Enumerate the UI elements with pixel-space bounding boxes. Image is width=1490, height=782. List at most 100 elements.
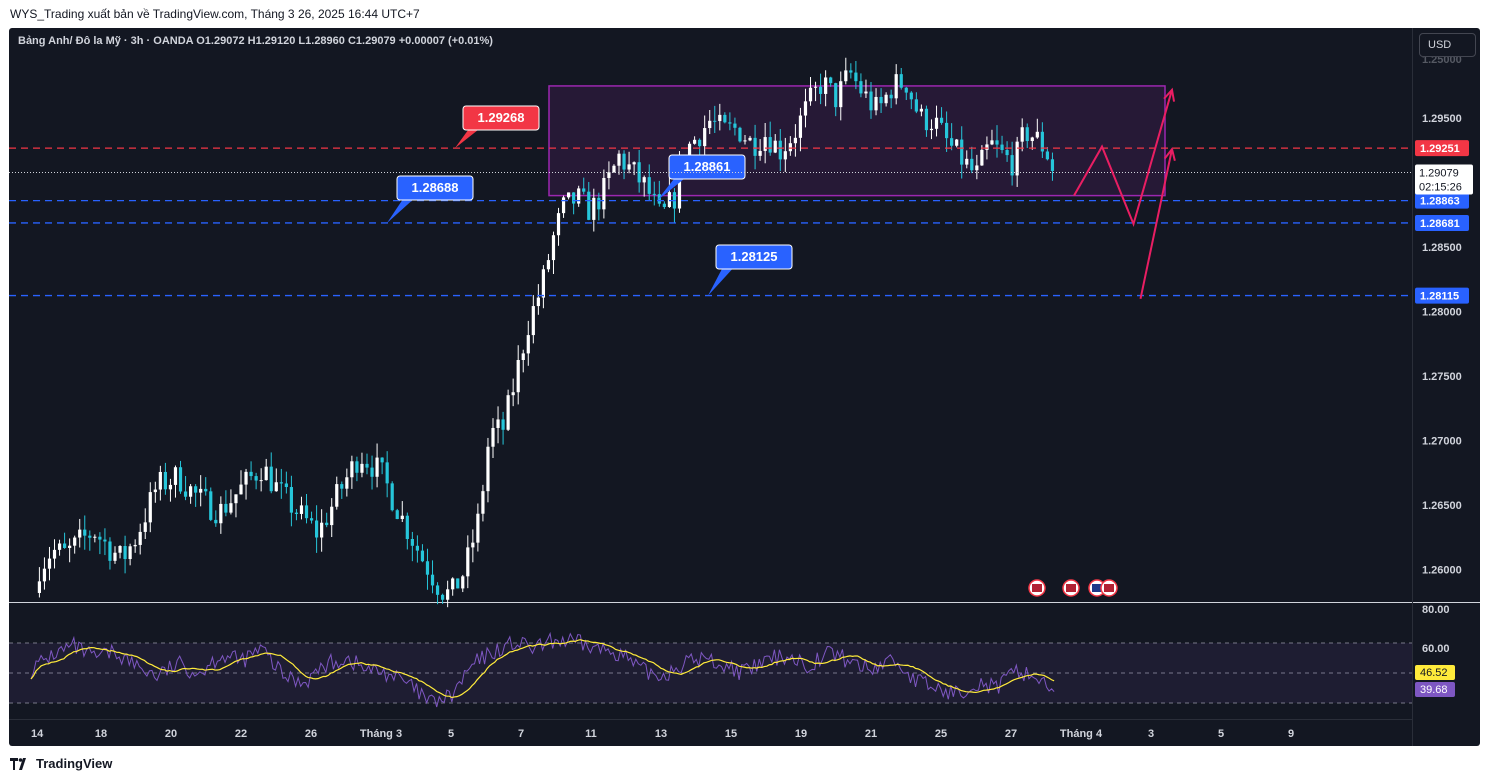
candle-body[interactable] bbox=[970, 158, 974, 171]
candle-body[interactable] bbox=[315, 520, 319, 538]
candle-body[interactable] bbox=[677, 165, 682, 209]
candle-body[interactable] bbox=[985, 144, 989, 150]
candle-body[interactable] bbox=[536, 297, 540, 307]
candle-body[interactable] bbox=[763, 137, 767, 151]
candle-body[interactable] bbox=[960, 139, 964, 165]
candle-body[interactable] bbox=[390, 483, 394, 511]
candle-body[interactable] bbox=[395, 510, 399, 520]
level-callout[interactable] bbox=[462, 105, 540, 131]
candle-body[interactable] bbox=[410, 538, 414, 546]
candle-body[interactable] bbox=[133, 544, 137, 547]
candle-body[interactable] bbox=[365, 463, 369, 468]
candle-body[interactable] bbox=[551, 235, 556, 261]
projection-path-second[interactable] bbox=[1139, 148, 1173, 300]
candle-body[interactable] bbox=[829, 77, 833, 84]
candle-body[interactable] bbox=[47, 558, 52, 569]
candle-body[interactable] bbox=[622, 153, 626, 170]
candle-body[interactable] bbox=[78, 529, 82, 538]
candle-body[interactable] bbox=[909, 92, 913, 100]
candle-body[interactable] bbox=[476, 513, 480, 543]
level-callout[interactable] bbox=[715, 244, 793, 270]
candle-body[interactable] bbox=[577, 188, 581, 204]
candle-body[interactable] bbox=[738, 127, 742, 142]
candle-body[interactable] bbox=[602, 177, 606, 210]
candle-body[interactable] bbox=[481, 491, 485, 514]
candle-body[interactable] bbox=[491, 427, 495, 447]
candle-body[interactable] bbox=[88, 535, 92, 538]
candle-body[interactable] bbox=[239, 484, 243, 495]
candle-body[interactable] bbox=[859, 81, 863, 94]
candle-body[interactable] bbox=[687, 143, 692, 164]
candle-body[interactable] bbox=[839, 81, 843, 108]
projection-path[interactable] bbox=[1073, 89, 1173, 228]
candle-body[interactable] bbox=[244, 471, 248, 485]
candle-body[interactable] bbox=[541, 269, 545, 298]
candle-body[interactable] bbox=[199, 488, 203, 493]
candle-body[interactable] bbox=[929, 128, 934, 131]
candle-body[interactable] bbox=[183, 491, 188, 497]
candle-body[interactable] bbox=[894, 74, 898, 99]
candle-body[interactable] bbox=[345, 477, 349, 489]
candle-body[interactable] bbox=[914, 99, 918, 112]
candle-body[interactable] bbox=[355, 461, 359, 473]
candle-body[interactable] bbox=[703, 128, 707, 147]
currency-button[interactable]: USD bbox=[1419, 33, 1476, 57]
candle-body[interactable] bbox=[93, 536, 97, 538]
candle-body[interactable] bbox=[68, 545, 72, 548]
candle-body[interactable] bbox=[370, 467, 374, 477]
candle-body[interactable] bbox=[567, 192, 571, 198]
candle-body[interactable] bbox=[304, 505, 309, 519]
candle-body[interactable] bbox=[945, 122, 949, 139]
candle-body[interactable] bbox=[400, 515, 404, 520]
candle-body[interactable] bbox=[556, 213, 561, 236]
candle-body[interactable] bbox=[1015, 141, 1019, 176]
candle-body[interactable] bbox=[385, 462, 389, 484]
candle-body[interactable] bbox=[168, 484, 173, 490]
candle-body[interactable] bbox=[325, 522, 329, 526]
candle-body[interactable] bbox=[189, 486, 193, 497]
candle-body[interactable] bbox=[108, 541, 112, 561]
candle-body[interactable] bbox=[138, 531, 142, 545]
candle-body[interactable] bbox=[904, 87, 908, 93]
candle-body[interactable] bbox=[83, 529, 87, 536]
candle-body[interactable] bbox=[259, 480, 263, 482]
candle-body[interactable] bbox=[214, 519, 218, 524]
candle-body[interactable] bbox=[279, 482, 283, 484]
candle-body[interactable] bbox=[42, 568, 47, 582]
candle-body[interactable] bbox=[430, 574, 435, 586]
candle-body[interactable] bbox=[1050, 159, 1055, 171]
candle-body[interactable] bbox=[173, 467, 178, 485]
candle-body[interactable] bbox=[798, 115, 803, 138]
candle-body[interactable] bbox=[219, 503, 223, 524]
candle-body[interactable] bbox=[461, 576, 465, 589]
candle-body[interactable] bbox=[632, 162, 636, 165]
candle-body[interactable] bbox=[758, 150, 762, 156]
candle-body[interactable] bbox=[456, 578, 460, 589]
candle-body[interactable] bbox=[163, 471, 167, 490]
candle-body[interactable] bbox=[224, 503, 228, 513]
chart-canvas[interactable]: 1.29500 1.28500 1.28000 1.27500 1.27000 1.265… bbox=[9, 28, 1480, 746]
candle-body[interactable] bbox=[148, 492, 152, 523]
candle-body[interactable] bbox=[718, 114, 722, 122]
candle-body[interactable] bbox=[869, 91, 873, 111]
candle-body[interactable] bbox=[748, 137, 752, 141]
candle-body[interactable] bbox=[582, 188, 586, 192]
candle-body[interactable] bbox=[667, 192, 671, 208]
candle-body[interactable] bbox=[446, 589, 450, 600]
candle-body[interactable] bbox=[924, 108, 929, 131]
candle-body[interactable] bbox=[819, 86, 823, 94]
candle-body[interactable] bbox=[57, 543, 62, 550]
candle-body[interactable] bbox=[496, 419, 500, 428]
candle-body[interactable] bbox=[884, 94, 888, 104]
candle-body[interactable] bbox=[965, 158, 969, 165]
candle-body[interactable] bbox=[153, 489, 157, 493]
candle-body[interactable] bbox=[1020, 127, 1024, 142]
candle-body[interactable] bbox=[849, 70, 853, 73]
candle-body[interactable] bbox=[375, 457, 379, 477]
candle-body[interactable] bbox=[889, 94, 893, 99]
range-zone-rectangle[interactable] bbox=[548, 85, 1166, 197]
candle-body[interactable] bbox=[1030, 137, 1034, 142]
candle-body[interactable] bbox=[950, 138, 954, 146]
candle-body[interactable] bbox=[405, 515, 409, 539]
candle-body[interactable] bbox=[158, 471, 162, 490]
